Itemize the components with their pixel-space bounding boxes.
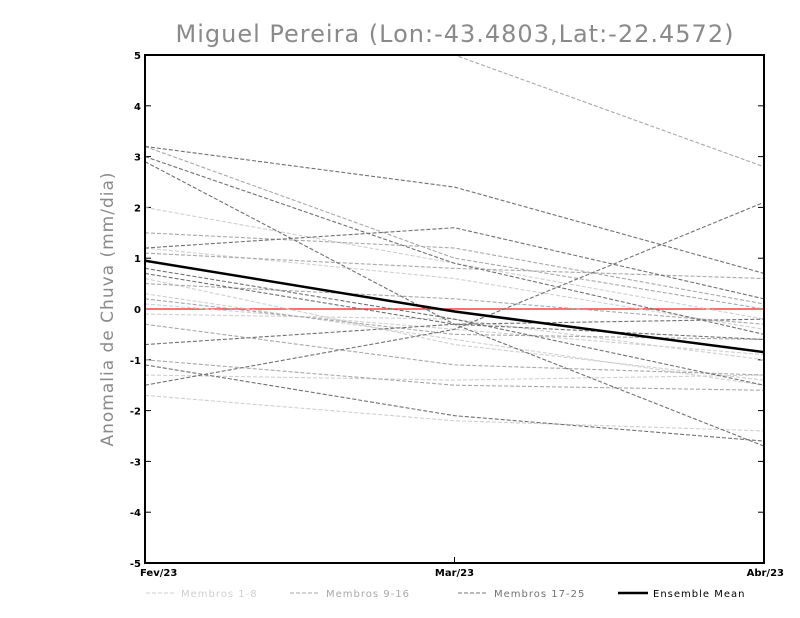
member-line (145, 318, 764, 346)
member-line (145, 374, 764, 381)
y-tick-label: -1 (130, 356, 141, 367)
member-line (145, 394, 764, 432)
legend-label: Ensemble Mean (653, 589, 745, 600)
x-tick-label: Mar/23 (435, 568, 474, 579)
y-tick-label: 0 (134, 305, 141, 316)
member-line (145, 283, 764, 325)
member-line (145, 267, 764, 386)
legend-label: Membros 1-8 (181, 589, 258, 600)
y-axis-label: Anomalia de Chuva (mm/dia) (98, 171, 118, 446)
legend-label: Membros 9-16 (326, 589, 410, 600)
member-line (145, 272, 764, 341)
member-line (145, 227, 764, 300)
y-tick-label: -5 (130, 559, 141, 570)
y-tick-label: 5 (134, 51, 141, 62)
member-line (145, 293, 764, 386)
legend-label: Membros 17-25 (494, 589, 585, 600)
member-line (145, 201, 764, 386)
chart-title: Miguel Pereira (Lon:-43.4803,Lat:-22.457… (176, 20, 735, 48)
member-line (145, 145, 764, 310)
member-line (145, 232, 764, 305)
member-line (145, 359, 764, 391)
member-line (145, 303, 764, 356)
member-line (145, 252, 764, 280)
legend: Membros 1-8 Membros 9-16 Membros 17-25 Ense… (146, 589, 745, 600)
y-tick-label: 4 (134, 102, 141, 113)
y-tick-label: -3 (130, 457, 141, 468)
plot-frame (144, 54, 765, 564)
x-axis-ticks: Fev/23 Mar/23 Abr/23 (140, 557, 784, 579)
series-layer (145, 55, 764, 447)
y-tick-label: 3 (134, 153, 141, 164)
x-tick-label: Abr/23 (747, 568, 784, 579)
member-line (145, 277, 764, 381)
member-line (145, 156, 764, 335)
y-tick-label: 1 (134, 254, 141, 265)
y-tick-label: -2 (130, 407, 141, 418)
ensemble-mean-line (145, 259, 764, 354)
member-line (145, 364, 764, 442)
member-line (145, 145, 764, 274)
y-tick-label: 2 (134, 203, 141, 214)
x-tick-label: Fev/23 (140, 568, 177, 579)
y-tick-label: -4 (130, 508, 141, 519)
